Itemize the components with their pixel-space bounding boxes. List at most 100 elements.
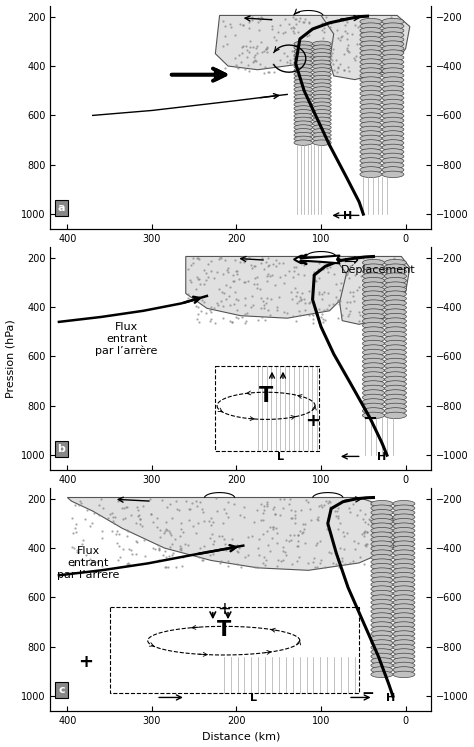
- Circle shape: [363, 394, 384, 400]
- Circle shape: [312, 83, 331, 88]
- Circle shape: [363, 359, 384, 365]
- Circle shape: [363, 336, 384, 342]
- Circle shape: [393, 630, 415, 637]
- Circle shape: [371, 568, 393, 574]
- Circle shape: [363, 350, 384, 356]
- Circle shape: [312, 52, 331, 58]
- Circle shape: [360, 77, 382, 83]
- Circle shape: [363, 408, 384, 414]
- Circle shape: [363, 322, 384, 329]
- Circle shape: [363, 403, 384, 409]
- Circle shape: [384, 390, 406, 396]
- Circle shape: [393, 523, 415, 530]
- Circle shape: [393, 532, 415, 539]
- Text: H: H: [377, 452, 386, 462]
- Circle shape: [382, 37, 404, 43]
- Circle shape: [294, 41, 312, 46]
- Circle shape: [393, 617, 415, 624]
- Circle shape: [360, 19, 382, 25]
- Circle shape: [384, 403, 406, 409]
- Circle shape: [312, 68, 331, 73]
- Circle shape: [360, 153, 382, 160]
- Circle shape: [371, 572, 393, 579]
- Circle shape: [363, 286, 384, 293]
- Circle shape: [363, 390, 384, 396]
- Circle shape: [360, 46, 382, 52]
- Circle shape: [294, 106, 312, 111]
- Circle shape: [363, 317, 384, 324]
- Circle shape: [382, 140, 404, 146]
- Circle shape: [393, 545, 415, 552]
- Circle shape: [371, 639, 393, 646]
- Circle shape: [371, 662, 393, 669]
- Circle shape: [371, 657, 393, 664]
- Circle shape: [393, 662, 415, 669]
- Circle shape: [382, 122, 404, 128]
- Circle shape: [360, 95, 382, 101]
- Circle shape: [393, 514, 415, 521]
- Circle shape: [393, 586, 415, 592]
- Circle shape: [360, 144, 382, 151]
- Circle shape: [382, 86, 404, 92]
- Circle shape: [384, 295, 406, 302]
- Circle shape: [384, 394, 406, 400]
- Circle shape: [393, 572, 415, 579]
- Text: Flux
entrant
par l’arrère: Flux entrant par l’arrère: [57, 546, 120, 580]
- Circle shape: [294, 75, 312, 81]
- Text: H: H: [344, 211, 353, 220]
- Circle shape: [360, 32, 382, 38]
- Circle shape: [384, 412, 406, 418]
- Circle shape: [382, 104, 404, 110]
- Circle shape: [360, 50, 382, 56]
- Circle shape: [371, 500, 393, 507]
- Circle shape: [382, 59, 404, 65]
- Circle shape: [312, 72, 331, 77]
- Circle shape: [294, 49, 312, 54]
- Circle shape: [294, 90, 312, 96]
- Text: +: +: [217, 600, 231, 618]
- Circle shape: [360, 37, 382, 43]
- Circle shape: [371, 581, 393, 588]
- Circle shape: [363, 341, 384, 347]
- Circle shape: [384, 273, 406, 279]
- Circle shape: [371, 527, 393, 534]
- Circle shape: [384, 291, 406, 297]
- Circle shape: [360, 68, 382, 74]
- Circle shape: [393, 666, 415, 673]
- Circle shape: [384, 277, 406, 284]
- Circle shape: [384, 341, 406, 347]
- Circle shape: [363, 277, 384, 284]
- X-axis label: Distance (km): Distance (km): [201, 731, 280, 742]
- Text: L: L: [277, 452, 284, 462]
- Y-axis label: Pression (hPa): Pression (hPa): [6, 319, 16, 397]
- Circle shape: [371, 509, 393, 516]
- Circle shape: [363, 399, 384, 405]
- Circle shape: [393, 500, 415, 507]
- Circle shape: [393, 595, 415, 601]
- Polygon shape: [334, 256, 410, 324]
- Circle shape: [382, 113, 404, 120]
- Circle shape: [382, 63, 404, 69]
- Circle shape: [371, 648, 393, 655]
- Circle shape: [371, 617, 393, 624]
- Circle shape: [384, 368, 406, 374]
- Circle shape: [312, 56, 331, 62]
- Circle shape: [384, 309, 406, 315]
- Circle shape: [360, 149, 382, 155]
- Circle shape: [382, 167, 404, 173]
- Circle shape: [382, 171, 404, 178]
- Circle shape: [384, 408, 406, 414]
- Circle shape: [360, 140, 382, 146]
- Circle shape: [363, 327, 384, 333]
- Circle shape: [294, 140, 312, 146]
- Circle shape: [363, 354, 384, 360]
- Circle shape: [384, 350, 406, 356]
- Circle shape: [371, 550, 393, 557]
- Circle shape: [393, 653, 415, 660]
- Circle shape: [393, 559, 415, 565]
- Circle shape: [312, 45, 331, 50]
- Text: c: c: [58, 685, 65, 695]
- Circle shape: [294, 98, 312, 104]
- Circle shape: [294, 136, 312, 142]
- Circle shape: [371, 595, 393, 601]
